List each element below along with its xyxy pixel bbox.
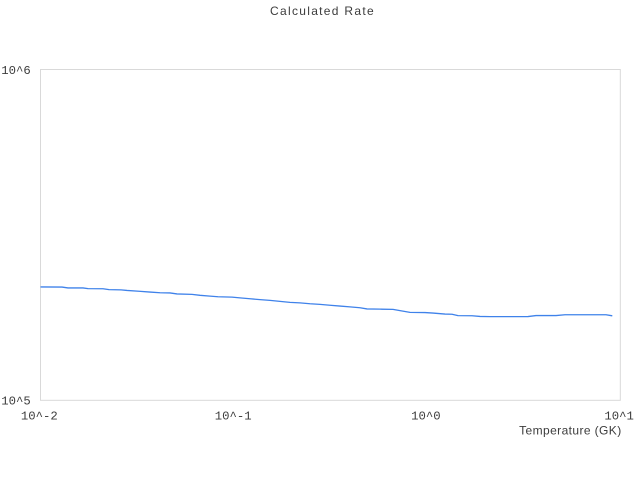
svg-text:10^0: 10^0	[411, 409, 441, 423]
svg-text:Calculated Rate: Calculated Rate	[270, 4, 375, 18]
svg-text:10^5: 10^5	[1, 395, 31, 409]
svg-text:10^1: 10^1	[604, 409, 634, 423]
svg-text:10^6: 10^6	[1, 64, 31, 78]
svg-text:10^-2: 10^-2	[21, 409, 58, 423]
svg-text:Temperature (GK): Temperature (GK)	[519, 423, 621, 437]
svg-text:10^-1: 10^-1	[215, 409, 252, 423]
